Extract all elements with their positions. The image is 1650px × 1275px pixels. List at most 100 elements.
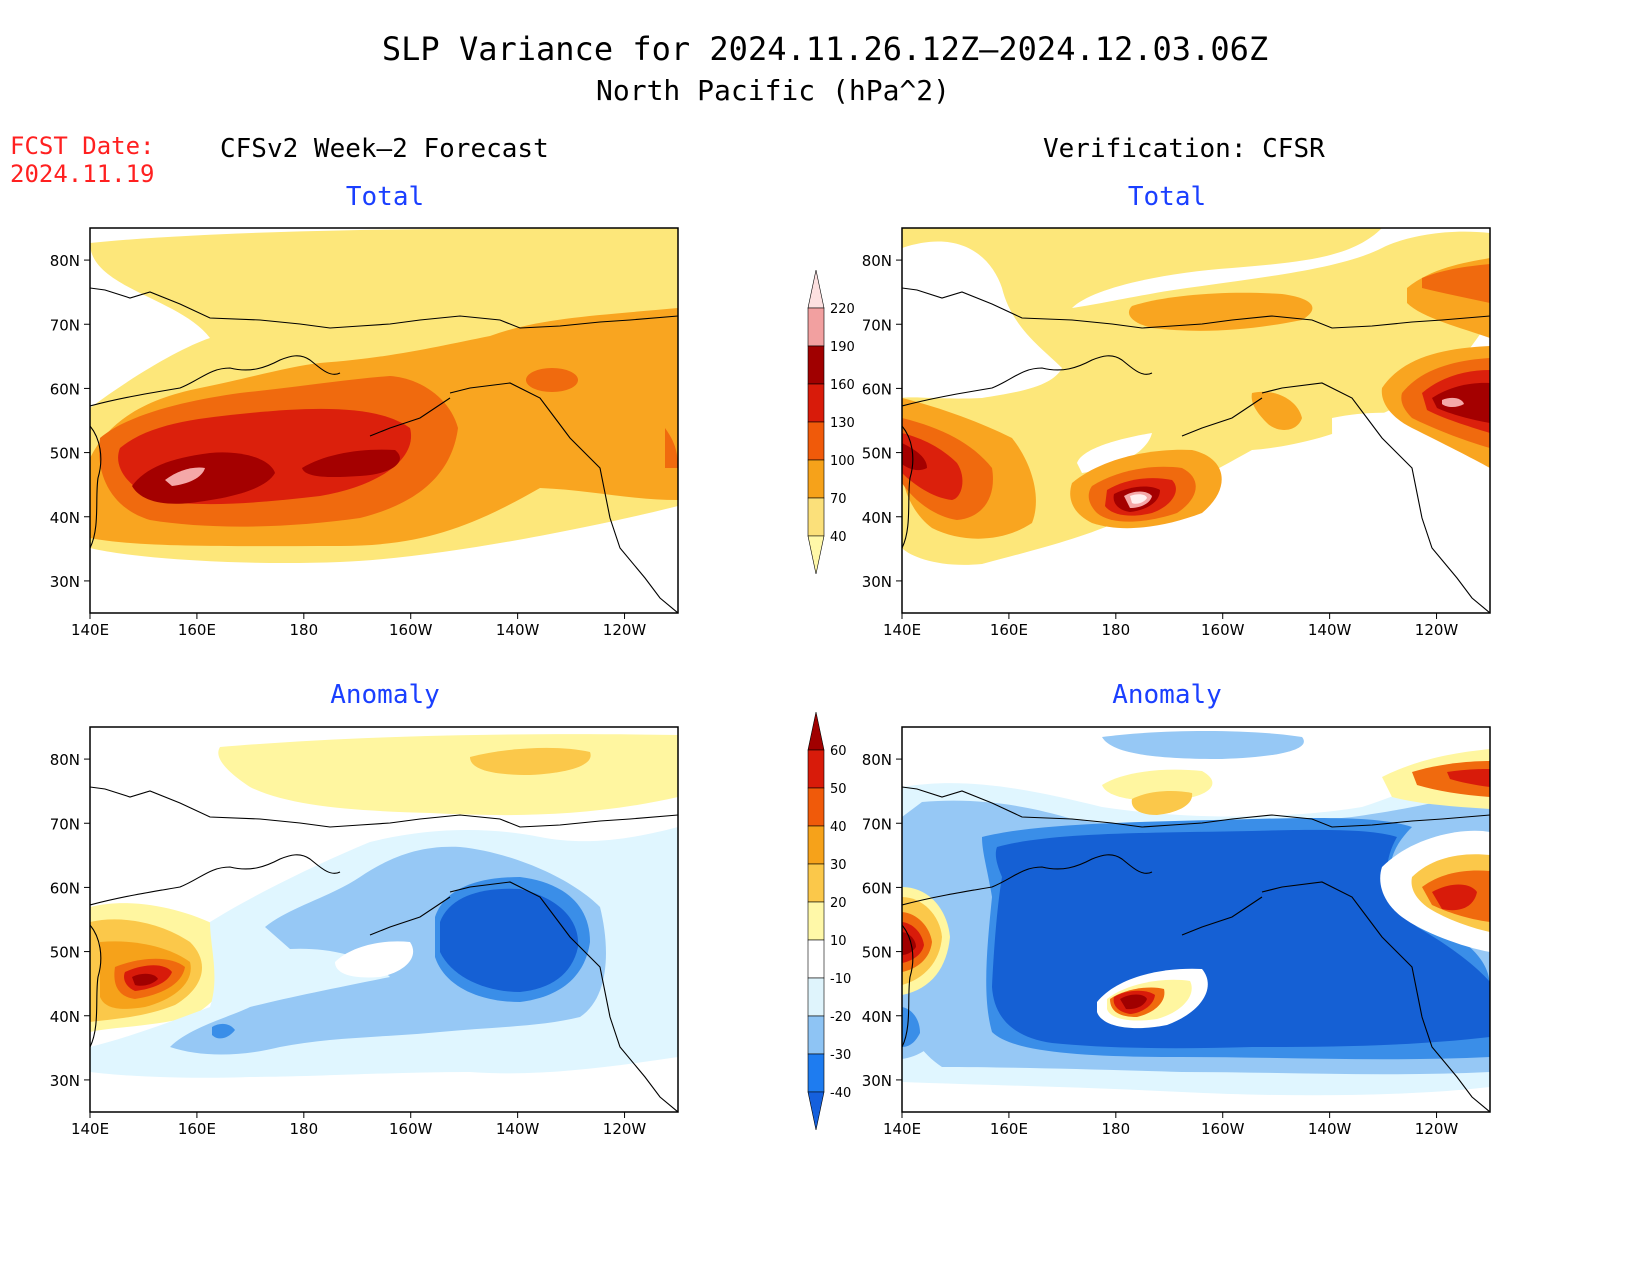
lon-tick-label: 140E <box>883 621 921 639</box>
colorbar-swatch <box>807 307 825 347</box>
area-below-40-c <box>1077 433 1152 473</box>
lat-tick-label: 80N <box>50 751 80 769</box>
coastline <box>90 786 678 1112</box>
lon-tick-label: 140W <box>496 1120 540 1138</box>
map-verification-total <box>901 227 1491 614</box>
lon-tick-label: 180 <box>1101 621 1130 639</box>
contour-anom--10-hole <box>335 941 414 978</box>
colorbar-swatch <box>807 383 825 423</box>
colorbar-swatch <box>807 421 825 461</box>
lon-tick-label: 160W <box>1201 1120 1245 1138</box>
colorbar-level-label: 20 <box>830 896 847 911</box>
colorbar-swatch <box>807 711 825 751</box>
colorbar-level-label: 190 <box>830 340 855 355</box>
contour-total-100-ne <box>1422 264 1490 303</box>
contour-total-70-n <box>1128 292 1313 331</box>
colorbar-swatch <box>807 939 825 979</box>
lat-tick-label: 60N <box>50 380 80 398</box>
panel-title-verification-anomaly: Anomaly <box>1112 680 1222 710</box>
panel-title-forecast-total: Total <box>345 182 425 212</box>
colorbar-level-label: 10 <box>830 934 847 949</box>
contour-anom--20-sw <box>212 1023 235 1039</box>
map-forecast-anomaly <box>89 726 679 1113</box>
lat-tick-label: 30N <box>50 1072 80 1090</box>
contour-total-70-patch <box>526 368 578 392</box>
colorbar-swatch <box>807 977 825 1017</box>
contour-anom-60-w <box>132 973 158 986</box>
lat-tick-label: 40N <box>50 1008 80 1026</box>
fcst-date: 2024.11.19 <box>10 160 155 188</box>
contour-total-160 <box>132 452 275 504</box>
contour-anom-50-ne <box>1447 769 1490 787</box>
contour-total-130 <box>902 433 963 500</box>
lon-tick-label: 140E <box>883 1120 921 1138</box>
colorbar-swatch <box>807 535 825 575</box>
coastline <box>90 287 678 613</box>
coastline <box>902 786 1490 1112</box>
area-below-40-n <box>1072 228 1490 308</box>
colorbar-level-label: -20 <box>830 1010 851 1025</box>
contour-total-220-c <box>1130 494 1147 504</box>
contour-anom-60-c <box>1120 994 1147 1010</box>
figure-title: SLP Variance for 2024.11.26.12Z–2024.12.… <box>381 30 1269 68</box>
lat-tick-label: 30N <box>862 1072 892 1090</box>
contour-anom-20-n <box>470 747 591 775</box>
colorbar-level-label: 160 <box>830 378 855 393</box>
lat-tick-label: 40N <box>862 1008 892 1026</box>
colorbar-swatch <box>807 863 825 903</box>
contour-anom--40 <box>440 888 579 992</box>
lat-tick-label: 50N <box>50 944 80 962</box>
column-title-forecast: CFSv2 Week–2 Forecast <box>220 134 549 164</box>
lat-tick-label: 60N <box>862 380 892 398</box>
lon-tick-label: 140E <box>71 621 109 639</box>
lat-tick-label: 30N <box>50 573 80 591</box>
colorbar-swatch <box>807 901 825 941</box>
lat-tick-label: 70N <box>862 316 892 334</box>
lon-tick-label: 140W <box>1308 1120 1352 1138</box>
panel-title-verification-total: Total <box>1127 182 1207 212</box>
lon-tick-label: 180 <box>1101 1120 1130 1138</box>
colorbar-total: 40 70 100 130 160 190 220 <box>807 269 855 575</box>
lon-tick-label: 180 <box>289 621 318 639</box>
colorbar-level-label: 60 <box>830 744 847 759</box>
contour-total-40 <box>902 228 1490 565</box>
lat-tick-label: 80N <box>50 252 80 270</box>
area-below-40-se <box>1322 412 1490 613</box>
lon-tick-label: 160E <box>178 621 216 639</box>
lat-tick-label: 70N <box>50 316 80 334</box>
map-verification-anomaly <box>901 726 1491 1113</box>
colorbar-swatch <box>807 345 825 385</box>
contour-total-160b <box>302 449 400 478</box>
lon-tick-label: 120W <box>1415 1120 1459 1138</box>
contour-anom-50-e <box>1432 884 1477 911</box>
colorbar-level-label: -10 <box>830 972 851 987</box>
lat-tick-label: 80N <box>862 751 892 769</box>
lat-tick-label: 30N <box>862 573 892 591</box>
panel-title-forecast-anomaly: Anomaly <box>330 680 440 710</box>
fcst-label: FCST Date: <box>10 132 155 160</box>
lat-tick-label: 60N <box>862 879 892 897</box>
map-forecast-total <box>89 227 679 614</box>
lon-tick-label: 160E <box>990 1120 1028 1138</box>
figure-subtitle: North Pacific (hPa^2) <box>596 74 951 107</box>
lat-tick-label: 70N <box>50 815 80 833</box>
lat-tick-label: 40N <box>862 509 892 527</box>
area-below-40-w <box>902 241 1062 399</box>
colorbar-swatch <box>807 459 825 499</box>
colorbar-level-label: -30 <box>830 1048 851 1063</box>
colorbar-level-label: 70 <box>830 492 847 507</box>
column-title-verification: Verification: CFSR <box>1043 134 1325 164</box>
contour-anom--20-n <box>1102 731 1304 759</box>
lon-tick-label: 160W <box>389 621 433 639</box>
lon-tick-label: 120W <box>603 621 647 639</box>
colorbar-level-label: 40 <box>830 530 847 545</box>
lat-tick-label: 40N <box>50 509 80 527</box>
lon-tick-label: 140E <box>71 1120 109 1138</box>
colorbar-anomaly: -40 -30 -20 -10 10 20 30 40 50 60 <box>807 711 851 1131</box>
colorbar-level-label: 100 <box>830 454 855 469</box>
colorbar-swatch <box>807 1053 825 1093</box>
lon-tick-label: 140W <box>496 621 540 639</box>
colorbar-swatch <box>807 749 825 789</box>
colorbar-level-label: 130 <box>830 416 855 431</box>
